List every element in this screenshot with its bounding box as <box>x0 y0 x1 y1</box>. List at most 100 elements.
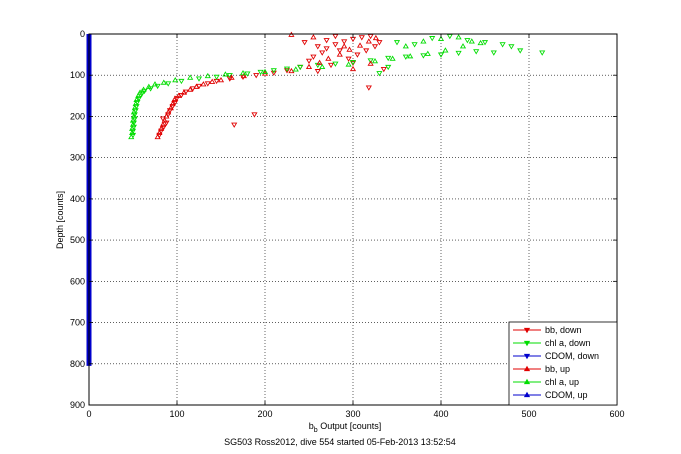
legend-box <box>508 321 618 406</box>
y-tick-label: 200 <box>70 111 85 121</box>
data-point-chl-a-down <box>517 48 524 54</box>
data-point-bb-up <box>169 100 176 107</box>
data-point-chl-a-down <box>455 50 462 57</box>
data-point-chl-a-down <box>499 42 506 48</box>
data-point-chl-a-up <box>437 35 445 42</box>
data-point-bb-down <box>354 52 361 58</box>
data-point-chl-a-up <box>292 66 299 72</box>
data-point-chl-a-up <box>407 53 414 59</box>
data-point-chl-a-up <box>129 117 137 123</box>
x-tick-label: 600 <box>609 409 624 419</box>
data-point-chl-a-down <box>385 55 392 62</box>
x-tick-label: 100 <box>169 409 184 419</box>
data-point-chl-a-down <box>473 49 480 55</box>
y-tick-label: 500 <box>70 235 85 245</box>
data-point-bb-up <box>365 38 372 44</box>
data-point-chl-a-down <box>257 69 264 76</box>
data-point-chl-a-up <box>129 125 136 131</box>
y-tick-label: 900 <box>70 400 85 410</box>
data-point-bb-down <box>270 70 277 76</box>
data-point-bb-up <box>171 96 178 103</box>
data-point-chl-a-up <box>151 81 159 87</box>
data-point-chl-a-down <box>136 95 143 102</box>
data-point-bb-up <box>341 43 348 49</box>
data-point-chl-a-up <box>420 38 427 44</box>
data-point-bb-up <box>228 74 235 80</box>
x-tick-label: 500 <box>521 409 536 419</box>
data-point-chl-a-down <box>178 78 185 85</box>
data-point-chl-a-down <box>490 50 497 56</box>
y-tick-label: 100 <box>70 70 85 80</box>
data-point-bb-down <box>336 48 343 54</box>
data-point-chl-a-up <box>345 61 352 67</box>
legend-marker <box>523 340 531 347</box>
data-point-bb-up <box>325 55 332 61</box>
data-point-chl-a-down <box>385 64 392 71</box>
data-point-chl-a-up <box>222 71 229 77</box>
data-point-bb-up <box>349 65 357 72</box>
legend-label: CDOM, up <box>545 390 588 400</box>
legend: bb, down chl a, down CDOM, down bb, up chl a… <box>508 321 618 406</box>
data-point-chl-a-down <box>213 74 220 81</box>
x-tick-label: 0 <box>86 409 91 419</box>
data-point-chl-a-up <box>172 76 179 83</box>
data-point-bb-down <box>332 42 339 48</box>
legend-marker <box>523 353 531 360</box>
data-point-chl-a-up <box>130 113 137 119</box>
data-point-chl-a-down <box>270 68 277 74</box>
legend-marker <box>523 365 531 372</box>
data-point-bb-up <box>175 92 182 98</box>
x-axis-label: bb Output [counts] <box>309 421 381 434</box>
data-point-chl-a-up <box>131 105 138 111</box>
data-point-chl-a-up <box>442 47 449 53</box>
y-tick-label: 0 <box>80 29 85 39</box>
data-point-bb-up <box>163 113 170 119</box>
data-point-chl-a-up <box>455 34 462 40</box>
data-point-bb-down <box>160 124 167 130</box>
data-point-bb-down <box>341 39 348 45</box>
legend-marker <box>523 391 531 398</box>
data-point-bb-up <box>316 59 323 65</box>
data-point-chl-a-down <box>429 36 436 42</box>
data-point-bb-up <box>367 60 374 66</box>
data-point-bb-down <box>365 85 372 91</box>
data-point-bb-up <box>209 78 216 84</box>
data-point-chl-a-down <box>244 71 251 77</box>
data-point-bb-down <box>327 62 335 69</box>
data-point-chl-a-down <box>349 59 357 66</box>
data-point-bb-down <box>371 44 379 50</box>
legend-marker <box>523 378 531 385</box>
data-point-bb-down <box>376 40 383 46</box>
data-point-chl-a-up <box>187 74 194 80</box>
y-tick-label: 600 <box>70 276 85 286</box>
data-point-chl-a-up <box>459 43 467 49</box>
legend-label: CDOM, down <box>545 351 599 361</box>
data-point-bb-up <box>154 133 161 140</box>
data-point-bb-down <box>363 48 370 54</box>
data-point-chl-a-down <box>420 53 427 59</box>
data-point-bb-down <box>305 58 313 64</box>
data-point-bb-up <box>187 86 194 92</box>
data-point-bb-up <box>156 129 163 135</box>
data-point-chl-a-down <box>481 40 489 46</box>
x-tick-label: 300 <box>345 409 360 419</box>
data-point-bb-up <box>336 51 343 57</box>
data-point-bb-up <box>240 72 247 79</box>
data-point-bb-down <box>310 54 317 60</box>
data-point-bb-down <box>323 46 330 52</box>
data-point-bb-down <box>231 122 238 128</box>
data-point-bb-up <box>310 34 317 40</box>
data-point-bb-up <box>180 89 188 95</box>
legend-label: chl a, up <box>545 377 579 387</box>
data-point-chl-a-up <box>160 79 167 85</box>
data-point-bb-up <box>372 34 379 41</box>
data-point-bb-down <box>204 81 211 87</box>
x-tick-label: 400 <box>433 409 448 419</box>
data-point-bb-up <box>193 83 200 89</box>
data-point-chl-a-up <box>136 89 144 95</box>
data-point-chl-a-up <box>239 69 247 76</box>
data-point-chl-a-up <box>204 72 211 79</box>
data-point-bb-down <box>319 50 326 56</box>
data-point-chl-a-down <box>297 64 304 71</box>
